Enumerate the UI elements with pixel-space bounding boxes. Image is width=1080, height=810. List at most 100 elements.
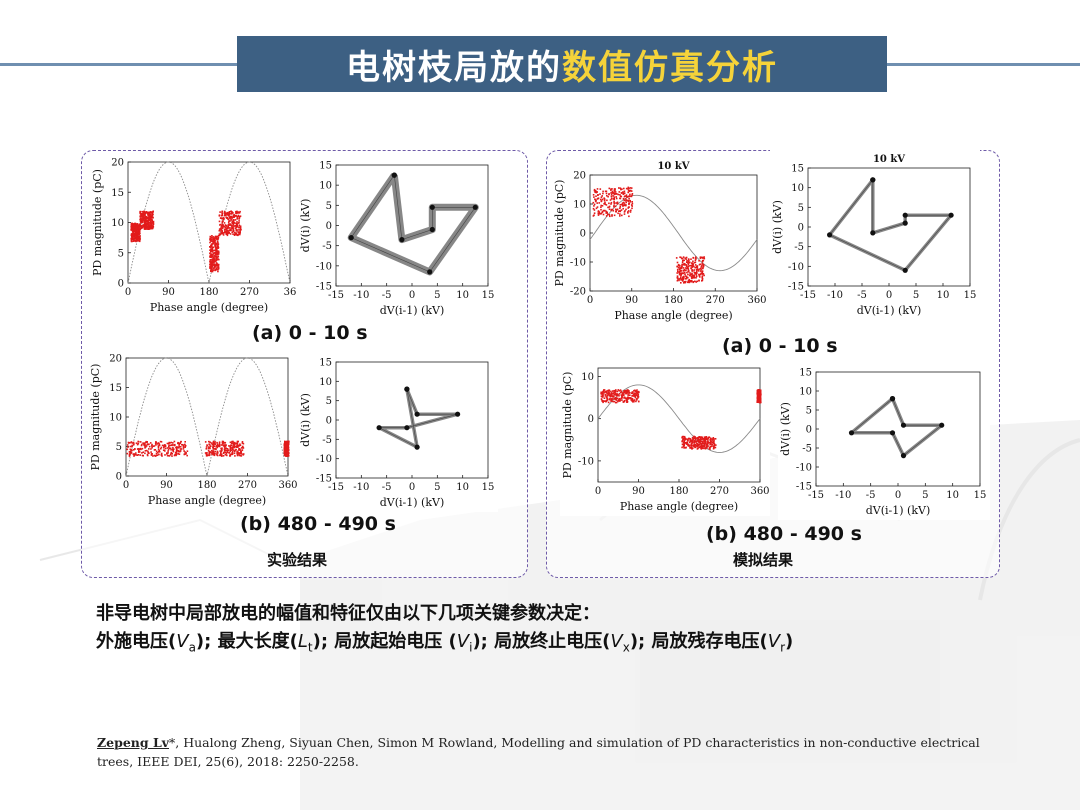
- pd-point: [211, 255, 214, 258]
- pd-point: [619, 213, 621, 215]
- pd-point: [691, 262, 693, 264]
- pd-point: [146, 453, 149, 456]
- pd-point: [629, 201, 632, 203]
- pd-point: [627, 210, 630, 212]
- pd-point: [230, 227, 233, 229]
- pd-point: [151, 445, 153, 447]
- pd-point: [597, 214, 600, 216]
- pd-point: [143, 443, 146, 446]
- pd-point: [707, 438, 709, 441]
- pd-point: [226, 448, 229, 450]
- pd-point: [284, 445, 287, 448]
- pd-point: [224, 213, 226, 215]
- pd-point: [695, 437, 698, 439]
- pd-point: [601, 392, 603, 394]
- y-tick-label: 15: [319, 358, 332, 369]
- pd-point: [236, 453, 239, 455]
- y-tick-label: -15: [316, 282, 332, 293]
- pd-point: [605, 204, 608, 206]
- pd-point: [152, 220, 155, 223]
- pd-point: [161, 455, 163, 457]
- pd-point: [611, 398, 613, 400]
- pd-point: [139, 221, 142, 223]
- pd-point: [149, 442, 152, 444]
- pd-point: [210, 261, 213, 263]
- pd-point: [706, 441, 708, 443]
- pd-point: [227, 221, 230, 224]
- pd-point: [158, 444, 161, 447]
- pd-point: [608, 193, 610, 196]
- pd-point: [623, 201, 625, 204]
- pd-point: [606, 213, 609, 216]
- pd-point: [133, 230, 136, 233]
- pd-point: [215, 255, 218, 257]
- pd-point: [682, 256, 685, 258]
- pd-point: [157, 451, 159, 454]
- pd-point: [215, 256, 218, 259]
- y-tick-label: 20: [111, 158, 124, 169]
- pd-point: [131, 228, 133, 230]
- pd-point: [680, 282, 682, 284]
- pd-point: [242, 445, 244, 448]
- pd-point: [687, 440, 689, 442]
- pd-point: [615, 208, 617, 211]
- sim-b-prpd-plot: 0 90 180 270 360 -10 0 10 Phase angle (degree) PD…: [560, 358, 770, 516]
- pd-point: [615, 197, 618, 200]
- pd-point: [713, 444, 716, 447]
- pd-point: [216, 446, 218, 449]
- pd-point: [211, 451, 214, 454]
- pd-point: [228, 220, 230, 222]
- pd-point: [144, 224, 147, 226]
- pd-point: [615, 389, 617, 391]
- pd-cluster: [600, 389, 640, 404]
- pd-point: [160, 454, 163, 456]
- pd-point: [619, 194, 621, 196]
- pd-point: [234, 233, 237, 235]
- pd-point: [238, 452, 240, 454]
- pd-point: [700, 446, 702, 449]
- x-tick-label: -5: [382, 482, 392, 493]
- pd-point: [633, 399, 636, 401]
- pd-point: [180, 440, 182, 443]
- pd-point: [626, 199, 628, 201]
- pd-point: [172, 449, 174, 451]
- pd-point: [233, 222, 236, 224]
- pd-point: [606, 199, 608, 202]
- pd-point: [175, 448, 178, 450]
- pd-point: [284, 454, 287, 456]
- pd-point: [694, 257, 697, 259]
- x-tick-label: 5: [913, 290, 919, 301]
- pd-point: [690, 446, 693, 448]
- pd-point: [221, 213, 224, 215]
- pd-point: [213, 453, 215, 455]
- pd-point: [139, 212, 142, 215]
- pd-point: [149, 222, 152, 225]
- pd-point: [678, 273, 681, 276]
- x-tick-label: -5: [857, 290, 867, 301]
- x-tick-label: 10: [456, 290, 469, 301]
- pd-point: [635, 393, 638, 395]
- pd-point: [175, 450, 178, 453]
- pd-point: [133, 223, 136, 225]
- pd-point: [214, 264, 217, 267]
- pd-point: [226, 450, 229, 452]
- pd-cluster: [681, 435, 717, 450]
- pd-point: [212, 258, 214, 260]
- pd-point: [136, 223, 139, 225]
- pd-point: [714, 438, 717, 440]
- pd-point: [230, 213, 233, 215]
- pd-point: [687, 258, 690, 260]
- pd-point: [619, 204, 622, 206]
- pd-point: [600, 391, 602, 394]
- pd-point: [238, 217, 241, 219]
- pd-point: [240, 455, 243, 457]
- pd-point: [235, 222, 237, 225]
- pd-point: [232, 227, 234, 230]
- pd-point: [231, 226, 234, 229]
- pd-point: [698, 263, 701, 266]
- pd-point: [630, 209, 632, 212]
- pd-point: [694, 446, 696, 449]
- pd-point: [209, 252, 211, 254]
- pd-point: [634, 390, 637, 392]
- pd-point: [134, 222, 137, 225]
